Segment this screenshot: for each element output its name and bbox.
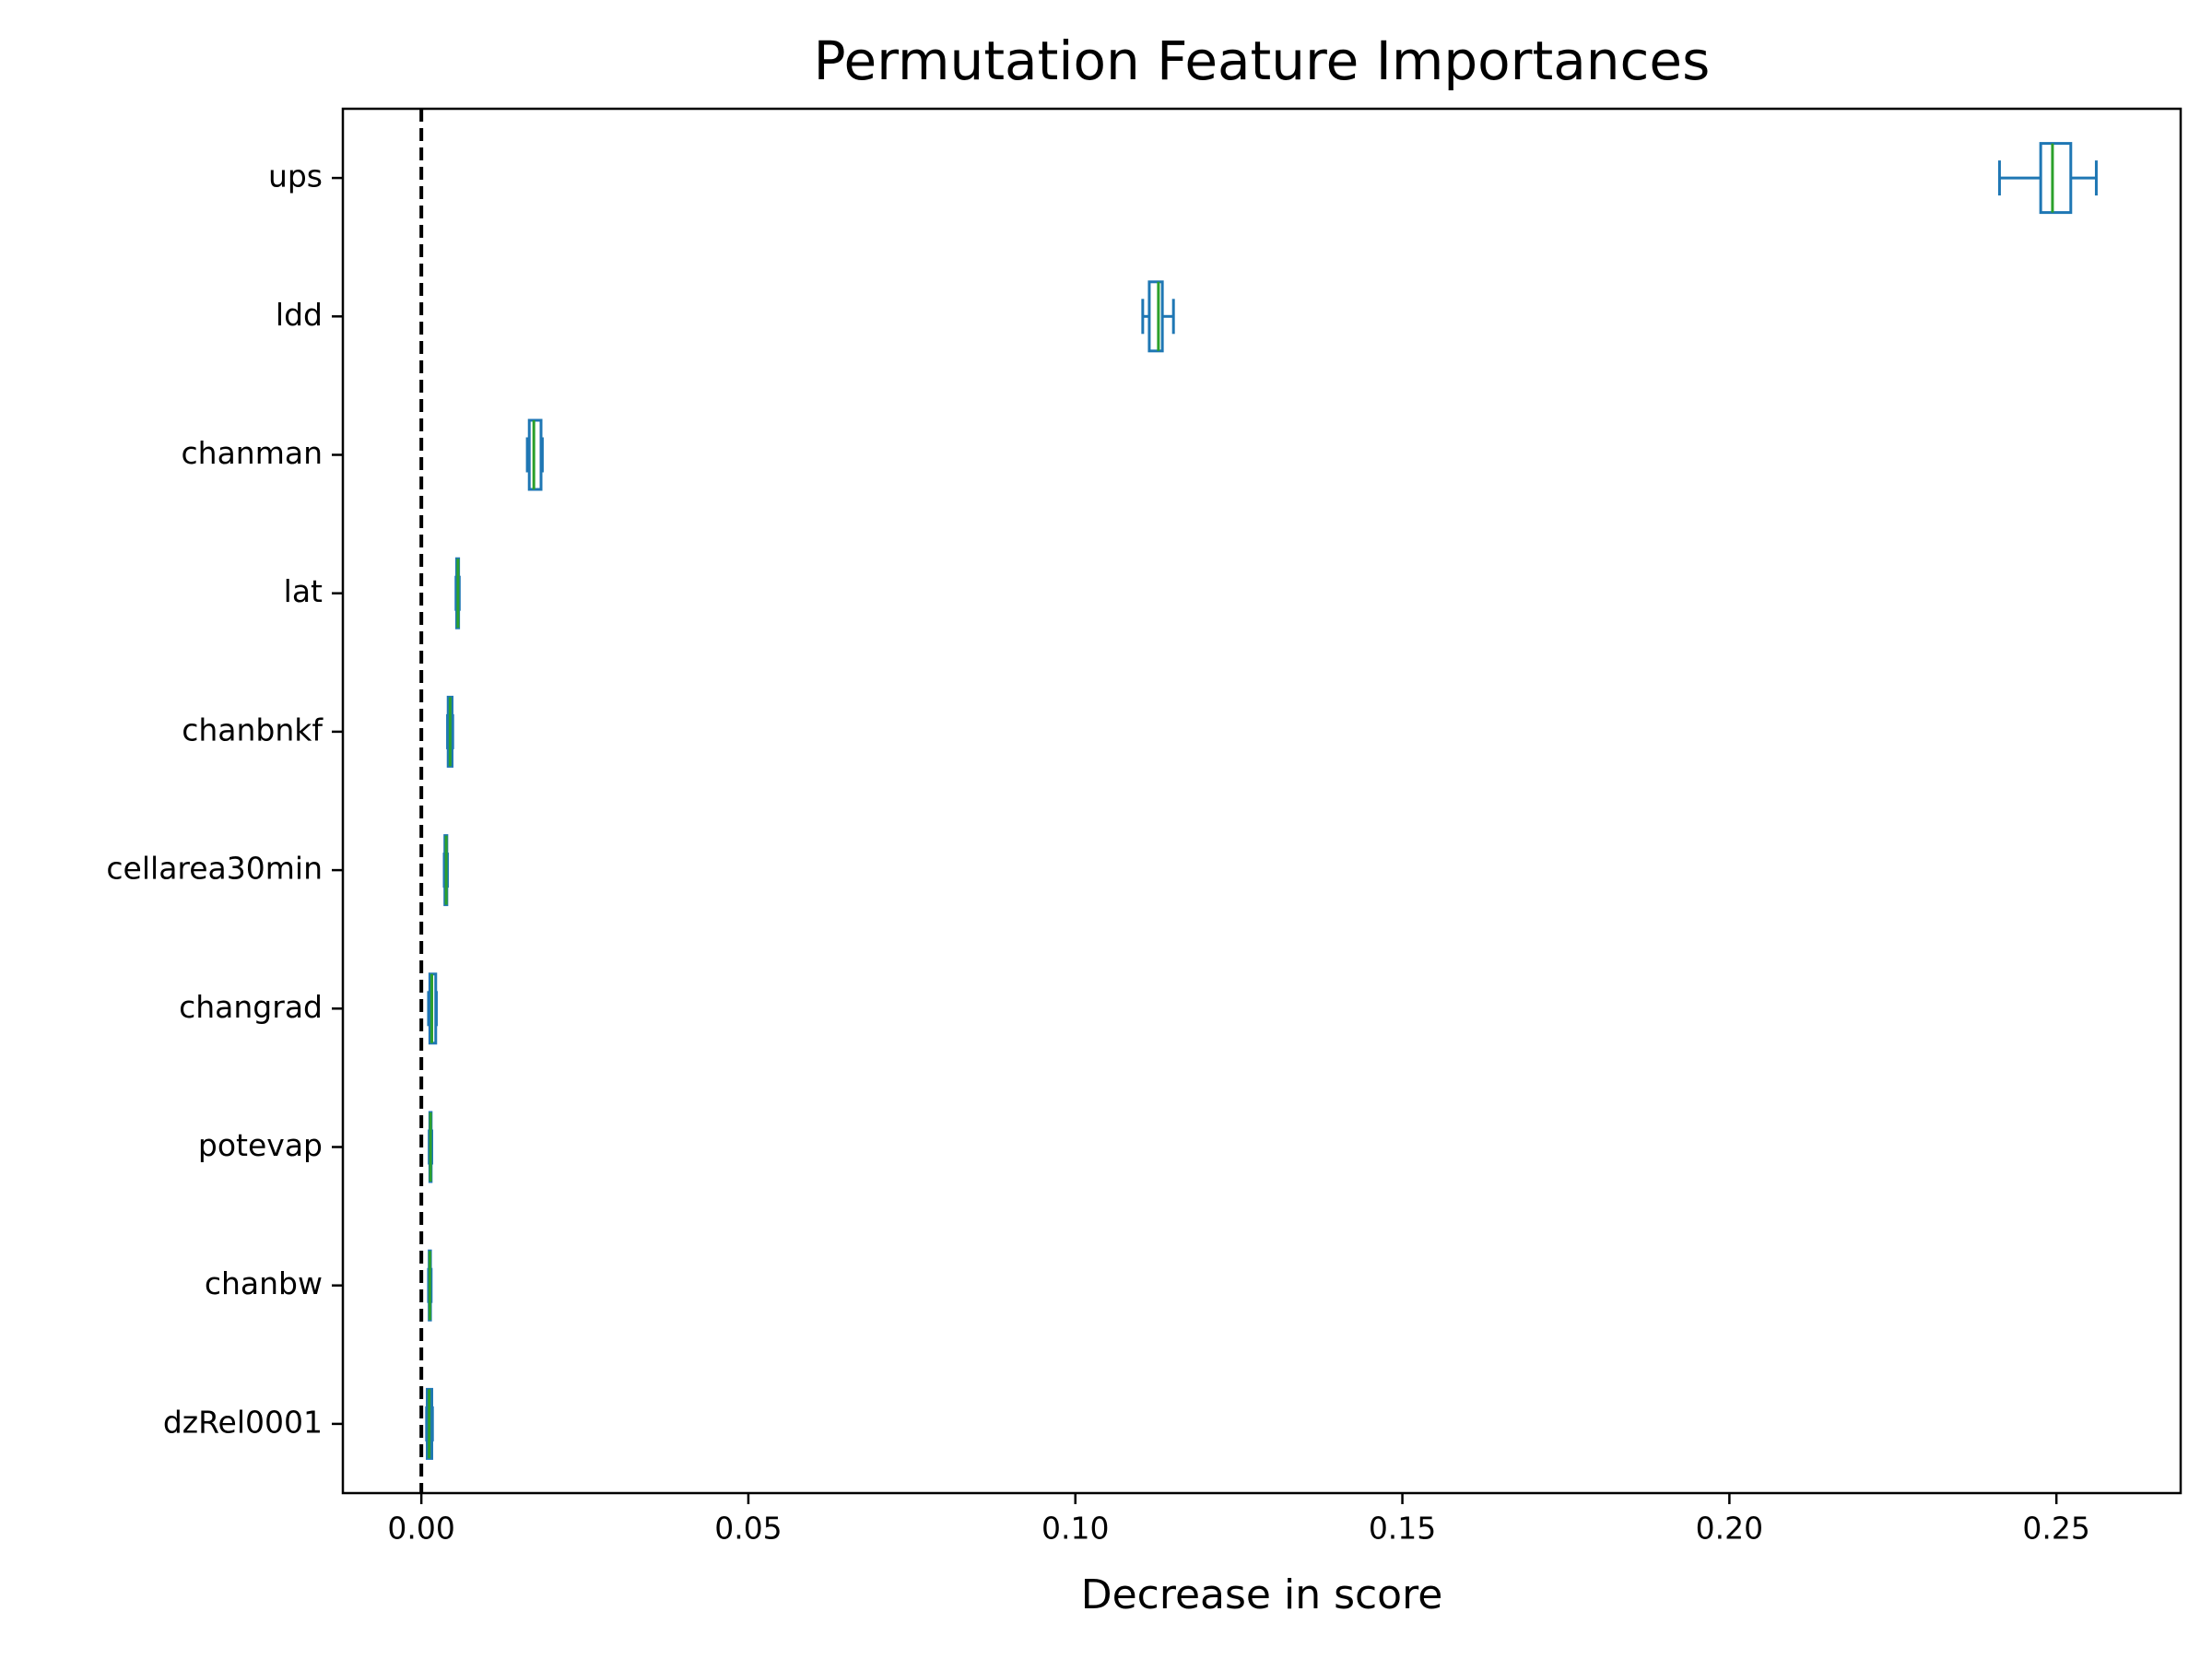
y-tick-label: cellarea30min bbox=[106, 851, 323, 887]
y-tick-label: dzRel0001 bbox=[163, 1404, 323, 1440]
chart-title: Permutation Feature Importances bbox=[814, 29, 1711, 92]
x-tick-label: 0.00 bbox=[387, 1511, 454, 1547]
y-tick-label: chanbnkf bbox=[182, 712, 324, 747]
x-tick-label: 0.05 bbox=[714, 1511, 782, 1547]
x-axis-label: Decrease in score bbox=[1081, 1571, 1443, 1618]
y-tick-label: potevap bbox=[198, 1127, 323, 1163]
box bbox=[1147, 280, 1164, 353]
x-tick-label: 0.20 bbox=[1696, 1511, 1763, 1547]
x-tick-label: 0.25 bbox=[2022, 1511, 2089, 1547]
y-tick-label: changrad bbox=[179, 989, 323, 1025]
y-tick-label: chanbw bbox=[205, 1265, 323, 1301]
y-tick-label: ldd bbox=[276, 297, 323, 333]
x-tick-label: 0.15 bbox=[1369, 1511, 1436, 1547]
plot-frame bbox=[341, 107, 2183, 1495]
y-tick-label: lat bbox=[284, 573, 323, 609]
box bbox=[2039, 142, 2073, 215]
y-tick-label: ups bbox=[268, 159, 323, 194]
x-tick-label: 0.10 bbox=[1041, 1511, 1109, 1547]
y-tick-label: chanman bbox=[182, 435, 323, 471]
